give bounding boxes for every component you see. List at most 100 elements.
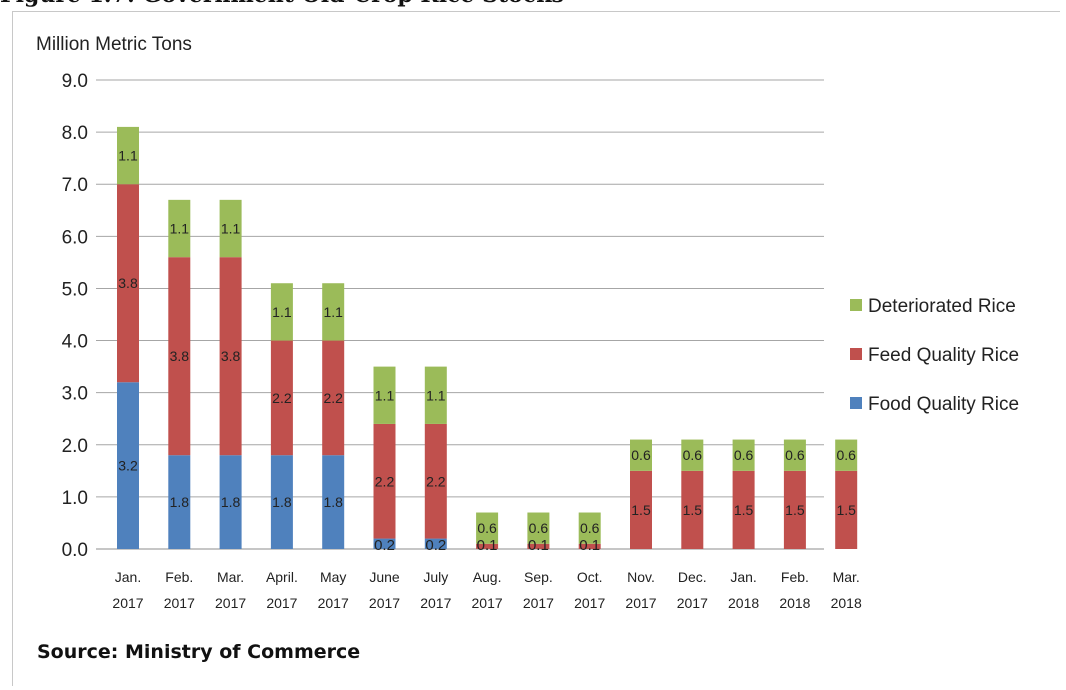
legend-label: Deteriorated Rice xyxy=(868,296,1016,317)
x-tick-year: 2017 xyxy=(318,595,349,611)
data-label: 3.8 xyxy=(221,348,241,364)
data-label: 0.6 xyxy=(580,520,600,536)
legend-swatch xyxy=(850,397,862,409)
data-label: 3.8 xyxy=(170,348,190,364)
bar-segment xyxy=(117,184,139,383)
data-label: 0.2 xyxy=(374,537,395,554)
y-tick-label: 2.0 xyxy=(62,436,88,457)
x-tick-year: 2018 xyxy=(728,595,759,611)
data-label: 3.2 xyxy=(118,458,138,474)
bar-segment xyxy=(527,512,550,544)
source-note: Source: Ministry of Commerce xyxy=(37,641,361,663)
x-tick-year: 2017 xyxy=(574,595,605,611)
data-label: 1.1 xyxy=(170,221,190,237)
y-tick-label: 9.0 xyxy=(62,71,88,92)
data-label: 1.5 xyxy=(785,502,805,518)
x-tick-label: Nov. xyxy=(627,569,655,585)
x-tick-label: Sep. xyxy=(524,569,553,585)
x-tick-year: 2017 xyxy=(677,595,708,611)
bar-segment xyxy=(168,257,191,456)
data-label: 1.8 xyxy=(221,494,241,510)
bar-segment xyxy=(527,543,550,549)
data-label: 0.1 xyxy=(579,537,600,554)
data-label: 1.1 xyxy=(118,148,138,164)
x-tick-year: 2018 xyxy=(831,595,862,611)
x-tick-year: 2018 xyxy=(779,595,810,611)
y-tick-label: 0.0 xyxy=(62,540,88,561)
bar-segment xyxy=(578,543,601,549)
x-tick-label: July xyxy=(423,569,448,585)
x-tick-label: May xyxy=(320,569,346,585)
x-tick-year: 2017 xyxy=(420,595,451,611)
data-label: 2.2 xyxy=(426,473,446,489)
bar-segment xyxy=(270,283,293,341)
x-tick-label: Feb. xyxy=(165,569,193,585)
bar-segment xyxy=(783,470,806,549)
bar-segment xyxy=(835,470,858,549)
legend-label: Feed Quality Rice xyxy=(868,345,1019,366)
legend-swatch xyxy=(850,348,862,360)
data-label: 1.1 xyxy=(375,387,395,403)
chart-frame xyxy=(12,11,1060,686)
data-label: 1.5 xyxy=(836,502,856,518)
bar-segment xyxy=(219,455,242,549)
data-label: 1.1 xyxy=(323,304,343,320)
x-tick-year: 2017 xyxy=(472,595,503,611)
data-label: 1.1 xyxy=(426,387,446,403)
bar-segment xyxy=(219,257,242,456)
x-tick-label: Aug. xyxy=(473,569,502,585)
y-tick-label: 5.0 xyxy=(62,279,88,300)
bar-segment xyxy=(578,512,601,544)
y-tick-label: 6.0 xyxy=(62,227,88,248)
bar-segment xyxy=(732,439,755,471)
bar-segment xyxy=(373,366,396,424)
y-axis-title: Million Metric Tons xyxy=(36,34,192,55)
x-tick-year: 2017 xyxy=(523,595,554,611)
data-label: 3.8 xyxy=(118,275,138,291)
y-tick-label: 3.0 xyxy=(62,384,88,405)
bar-segment xyxy=(835,439,858,471)
x-tick-label: Oct. xyxy=(577,569,603,585)
data-label: 0.6 xyxy=(529,520,549,536)
y-tick-label: 4.0 xyxy=(62,332,88,353)
data-label: 0.6 xyxy=(836,447,856,463)
x-tick-year: 2017 xyxy=(369,595,400,611)
x-tick-label: June xyxy=(369,569,400,585)
data-label: 2.2 xyxy=(375,473,395,489)
bar-segment xyxy=(630,470,652,549)
bar-segment xyxy=(322,283,345,341)
legend-swatch xyxy=(850,299,862,311)
data-label: 0.6 xyxy=(477,520,497,536)
bar-segment xyxy=(168,199,191,258)
figure-title: Figure 1.7: Government Old-Crop Rice Sto… xyxy=(0,0,564,8)
data-label: 0.6 xyxy=(785,447,805,463)
data-label: 0.6 xyxy=(683,447,703,463)
data-label: 1.8 xyxy=(272,494,292,510)
x-tick-year: 2017 xyxy=(266,595,297,611)
data-label: 1.5 xyxy=(734,502,754,518)
bar-segment xyxy=(373,423,396,539)
data-label: 1.8 xyxy=(323,494,343,510)
data-label: 1.5 xyxy=(683,502,703,518)
bar-segment xyxy=(322,340,345,456)
data-label: 0.1 xyxy=(528,537,549,554)
bar-segment xyxy=(270,455,293,549)
bar-segment xyxy=(373,538,396,549)
bar-segment xyxy=(783,439,806,471)
data-label: 0.6 xyxy=(631,447,651,463)
x-tick-label: Dec. xyxy=(678,569,707,585)
x-tick-label: Feb. xyxy=(781,569,809,585)
bar-segment xyxy=(219,199,242,258)
bar-segment xyxy=(681,439,704,471)
data-label: 1.8 xyxy=(170,494,190,510)
data-label: 1.5 xyxy=(631,502,651,518)
x-tick-label: Jan. xyxy=(730,569,756,585)
data-label: 0.6 xyxy=(734,447,754,463)
y-tick-label: 8.0 xyxy=(62,123,88,144)
data-label: 2.2 xyxy=(323,390,343,406)
bar-segment xyxy=(322,455,345,549)
x-tick-label: April. xyxy=(266,569,298,585)
bar-segment xyxy=(117,126,139,185)
data-label: 0.1 xyxy=(477,537,498,554)
bar-segment xyxy=(476,512,499,544)
